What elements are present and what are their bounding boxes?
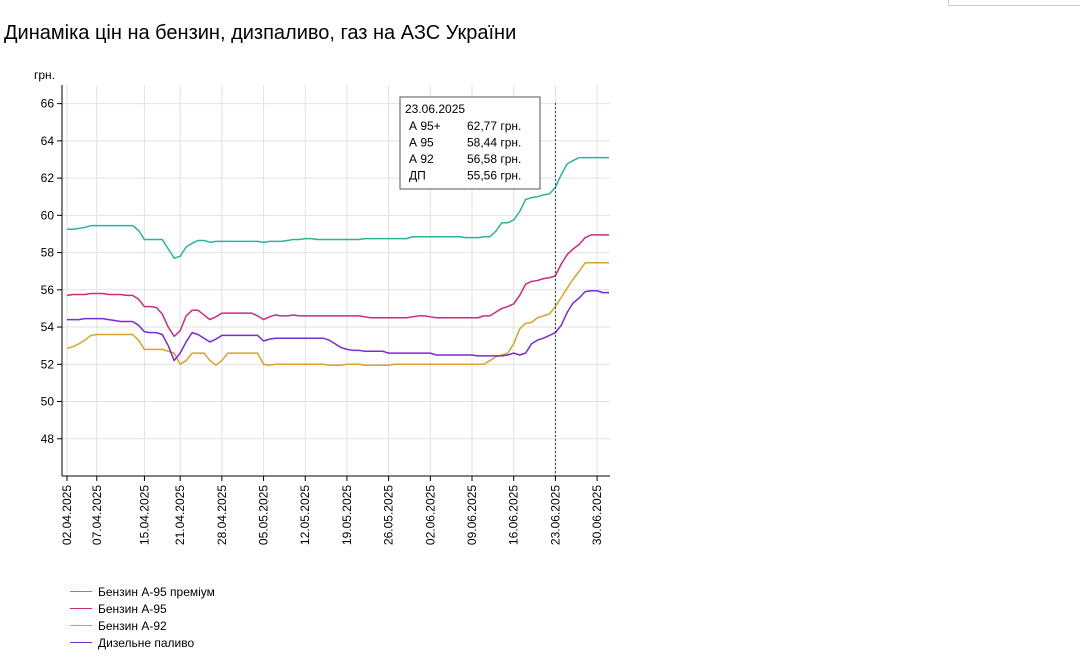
legend-label: Дизельне паливо [98, 635, 195, 650]
xtick-label: 26.05.2025 [382, 485, 396, 545]
tooltip-box [399, 96, 541, 190]
xtick-label: 15.04.2025 [137, 485, 151, 545]
xtick-label: 09.06.2025 [465, 485, 479, 545]
ytick-label: 60 [41, 208, 55, 222]
legend-swatch [70, 591, 92, 592]
tooltip-value: 55,56 грн. [467, 169, 521, 183]
legend-item[interactable]: Бензин А-95 преміум [70, 583, 215, 600]
xtick-label: 05.05.2025 [257, 485, 271, 545]
ytick-label: 52 [41, 357, 55, 371]
legend-label: Бензин А-95 [98, 601, 167, 616]
ytick-label: 50 [41, 395, 55, 409]
legend-item[interactable]: Бензин А-92 [70, 617, 215, 634]
legend-item[interactable]: Дизельне паливо [70, 634, 215, 651]
ytick-label: 58 [41, 246, 55, 260]
axes: 48 50 52 54 56 58 60 62 64 66 грн. 02.04.2025 07.04.… [34, 68, 610, 545]
series-line-2 [66, 262, 609, 366]
legend-swatch [70, 642, 92, 643]
ytick-label: 62 [41, 171, 55, 185]
tooltip-value: 58,44 грн. [467, 136, 521, 150]
legend-swatch [70, 608, 92, 609]
legend: Бензин А-95 преміум Бензин А-95 Бензин А-9… [70, 583, 215, 651]
legend-swatch [70, 625, 92, 626]
xtick-label: 07.04.2025 [90, 485, 104, 545]
series-line-1 [66, 234, 609, 338]
legend-label: Бензин А-92 [98, 618, 167, 633]
xtick-label: 16.06.2025 [507, 485, 521, 545]
series-lines [66, 156, 609, 366]
xtick-label: 30.06.2025 [590, 485, 604, 545]
xtick-label: 28.04.2025 [215, 485, 229, 545]
series-line-0 [67, 156, 609, 259]
xtick-label: 12.05.2025 [298, 485, 312, 545]
ytick-label: 48 [41, 432, 55, 446]
y-axis-label: грн. [34, 68, 55, 82]
tooltip-value: 56,58 грн. [467, 152, 521, 166]
tooltip-label: А 95 [409, 136, 434, 150]
ytick-label: 64 [41, 134, 55, 148]
ytick-label: 56 [41, 283, 55, 297]
legend-item[interactable]: Бензин А-95 [70, 600, 215, 617]
xtick-label: 02.06.2025 [423, 485, 437, 545]
corner-box [948, 0, 1080, 6]
series-line-3 [67, 289, 609, 362]
legend-label: Бензин А-95 преміум [98, 584, 215, 599]
xtick-label: 21.04.2025 [173, 485, 187, 545]
page-title: Динаміка цін на бензин, дизпаливо, газ н… [4, 22, 517, 44]
ytick-label: 66 [41, 97, 55, 111]
xtick-label: 23.06.2025 [548, 485, 562, 545]
tooltip-label: А 92 [409, 152, 434, 166]
tooltip: 23.06.2025 А 95+ 62,77 грн. А 95 58,44 грн. А… [399, 96, 556, 476]
tooltip-label: А 95+ [409, 119, 441, 133]
tooltip-label: ДП [409, 169, 426, 183]
ytick-label: 54 [41, 320, 55, 334]
tooltip-value: 62,77 грн. [467, 119, 521, 133]
xtick-label: 02.04.2025 [60, 485, 74, 545]
xtick-label: 19.05.2025 [340, 485, 354, 545]
tooltip-date: 23.06.2025 [405, 102, 465, 116]
